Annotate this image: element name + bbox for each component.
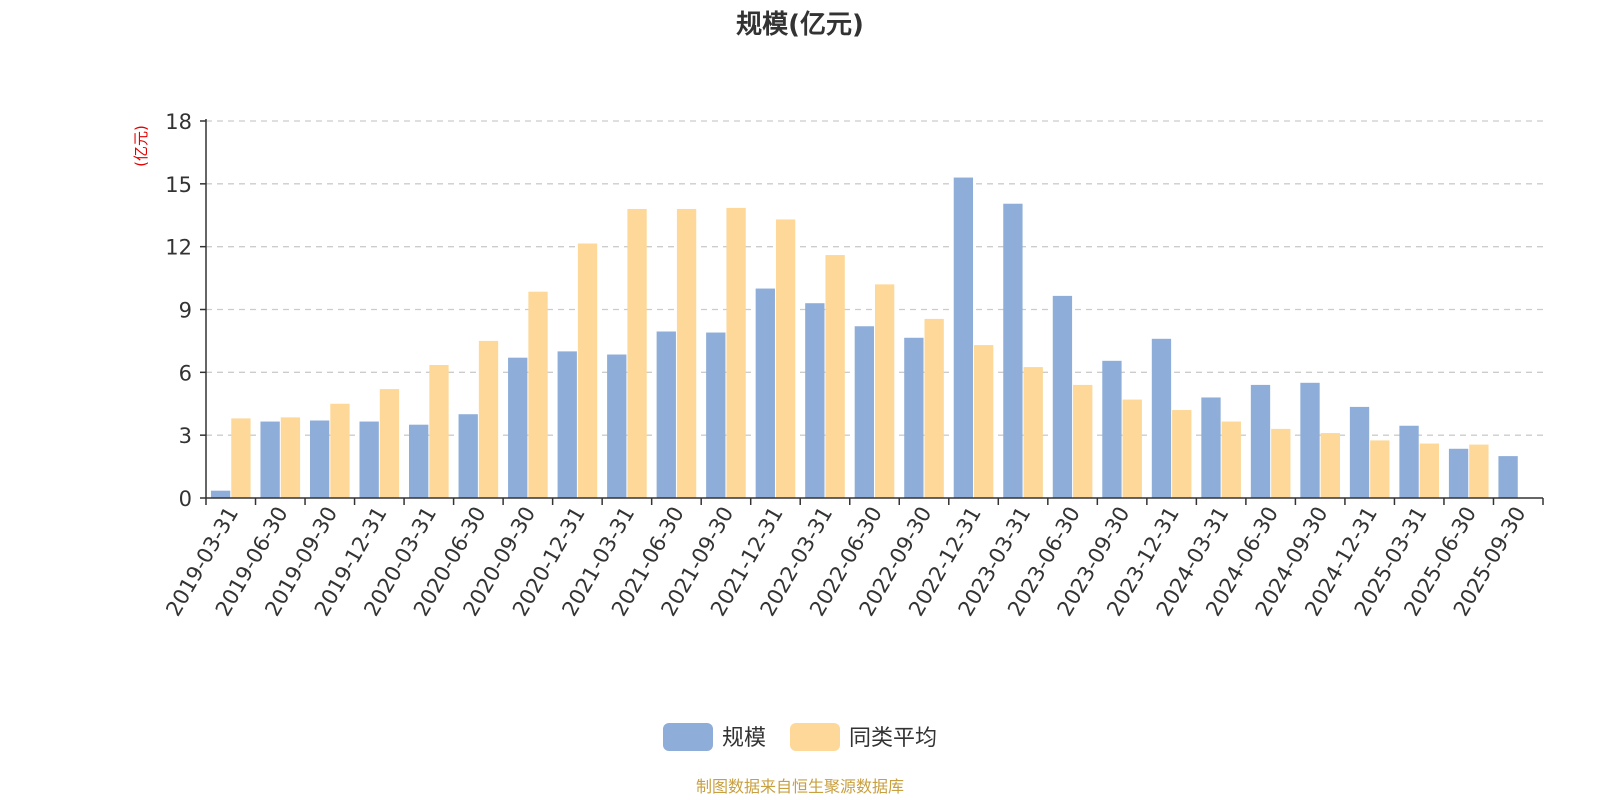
bar-guimo[interactable] bbox=[755, 288, 775, 498]
legend-swatch-tonglei[interactable] bbox=[790, 723, 840, 751]
bar-tonglei[interactable] bbox=[627, 208, 647, 498]
bar-guimo[interactable] bbox=[1102, 360, 1122, 498]
bar-guimo[interactable] bbox=[260, 421, 280, 498]
legend-swatch-guimo[interactable] bbox=[663, 723, 713, 751]
bar-tonglei[interactable] bbox=[231, 418, 251, 498]
bar-guimo[interactable] bbox=[904, 337, 924, 498]
legend-item-1[interactable]: 同类平均 bbox=[790, 723, 937, 751]
grid-lines bbox=[206, 120, 1543, 436]
bar-guimo[interactable] bbox=[1300, 382, 1320, 498]
y-tick-label: 15 bbox=[165, 173, 192, 197]
legend-label-tonglei[interactable]: 同类平均 bbox=[849, 726, 937, 751]
bar-tonglei[interactable] bbox=[1023, 367, 1043, 498]
data-source-note: 制图数据来自恒生聚源数据库 bbox=[696, 777, 904, 796]
bar-tonglei[interactable] bbox=[676, 208, 697, 498]
bar-tonglei[interactable] bbox=[528, 291, 548, 498]
bar-tonglei[interactable] bbox=[330, 403, 350, 498]
bar-tonglei[interactable] bbox=[1370, 440, 1390, 498]
bar-tonglei[interactable] bbox=[429, 365, 449, 498]
bar-guimo[interactable] bbox=[1201, 397, 1221, 498]
bar-guimo[interactable] bbox=[607, 354, 627, 498]
bar-tonglei[interactable] bbox=[1122, 399, 1142, 498]
bar-guimo[interactable] bbox=[557, 351, 577, 498]
bar-tonglei[interactable] bbox=[1073, 384, 1093, 498]
bar-tonglei[interactable] bbox=[974, 345, 994, 498]
bar-guimo[interactable] bbox=[1052, 295, 1073, 498]
bar-guimo[interactable] bbox=[508, 357, 528, 498]
bars bbox=[210, 177, 1518, 499]
bar-guimo[interactable] bbox=[805, 303, 825, 498]
bar-tonglei[interactable] bbox=[1419, 443, 1440, 498]
bar-tonglei[interactable] bbox=[1271, 428, 1291, 498]
bar-guimo[interactable] bbox=[359, 421, 379, 498]
bar-guimo[interactable] bbox=[210, 490, 231, 498]
y-tick-label: 0 bbox=[179, 487, 192, 511]
y-tick-label: 9 bbox=[179, 299, 192, 323]
legend[interactable]: 规模 同类平均 bbox=[663, 723, 937, 751]
bar-guimo[interactable] bbox=[706, 332, 726, 498]
legend-item-0[interactable]: 规模 bbox=[663, 723, 766, 751]
bar-tonglei[interactable] bbox=[478, 340, 499, 498]
bar-tonglei[interactable] bbox=[726, 207, 746, 499]
bar-tonglei[interactable] bbox=[1320, 433, 1340, 498]
bar-tonglei[interactable] bbox=[924, 318, 944, 498]
bar-tonglei[interactable] bbox=[775, 219, 796, 498]
bar-guimo[interactable] bbox=[953, 177, 974, 499]
bar-guimo[interactable] bbox=[1448, 448, 1469, 498]
bar-tonglei[interactable] bbox=[577, 243, 598, 498]
y-tick-label: 6 bbox=[179, 361, 192, 385]
bar-guimo[interactable] bbox=[1151, 338, 1172, 498]
bar-guimo[interactable] bbox=[656, 331, 676, 498]
bar-tonglei[interactable] bbox=[825, 255, 845, 498]
y-tick-label: 18 bbox=[165, 110, 192, 134]
bar-tonglei[interactable] bbox=[379, 389, 400, 498]
bar-guimo[interactable] bbox=[854, 326, 875, 498]
bar-guimo[interactable] bbox=[1250, 384, 1271, 498]
y-tick-label: 3 bbox=[179, 424, 192, 448]
bar-tonglei[interactable] bbox=[1469, 444, 1489, 498]
bar-tonglei[interactable] bbox=[1221, 421, 1241, 498]
chart-title: 规模(亿元) bbox=[736, 10, 864, 40]
bar-guimo[interactable] bbox=[458, 414, 478, 498]
bar-tonglei[interactable] bbox=[280, 417, 301, 498]
bar-guimo[interactable] bbox=[1349, 406, 1370, 498]
bar-guimo[interactable] bbox=[1399, 425, 1419, 498]
bar-guimo[interactable] bbox=[309, 420, 330, 498]
y-tick-label: 12 bbox=[165, 236, 192, 260]
axes: 03691215182019-03-312019-06-302019-09-30… bbox=[161, 110, 1544, 620]
bar-guimo[interactable] bbox=[1498, 456, 1518, 498]
legend-label-guimo[interactable]: 规模 bbox=[722, 726, 766, 751]
bar-tonglei[interactable] bbox=[874, 284, 895, 498]
y-axis-unit-label: (亿元) bbox=[132, 125, 150, 167]
bar-guimo[interactable] bbox=[409, 424, 429, 498]
bar-guimo[interactable] bbox=[1003, 203, 1023, 498]
bar-tonglei[interactable] bbox=[1172, 410, 1192, 498]
